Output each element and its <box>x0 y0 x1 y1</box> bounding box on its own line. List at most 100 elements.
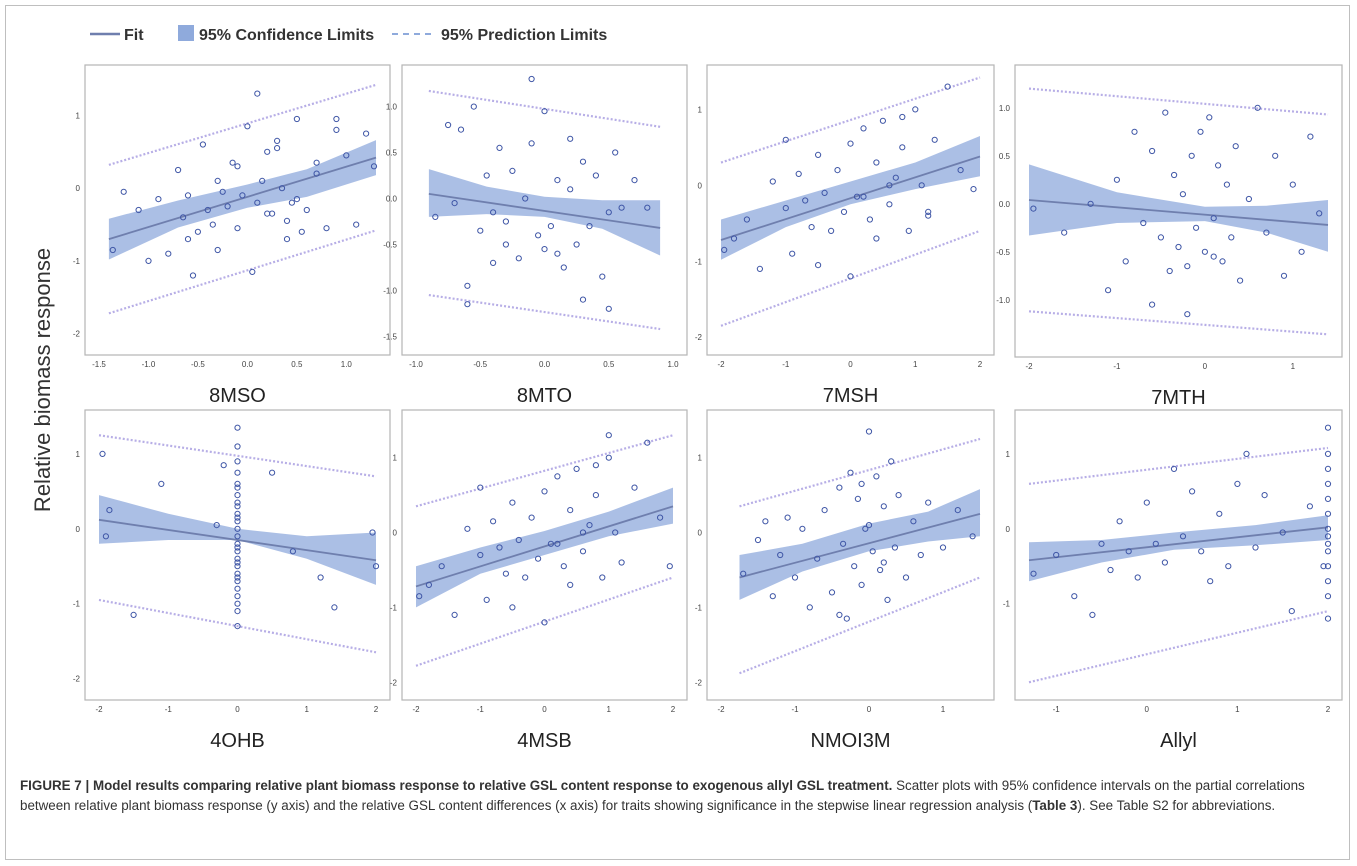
x-tick-label: -1 <box>782 360 790 369</box>
data-point <box>199 141 206 148</box>
data-point <box>496 144 503 151</box>
prediction-limit-lower <box>720 229 981 327</box>
data-point <box>880 503 887 510</box>
data-point <box>802 197 809 204</box>
data-point <box>1184 263 1191 270</box>
data-point <box>843 615 850 622</box>
data-point <box>754 536 762 544</box>
y-tick-label: -0.5 <box>383 240 397 249</box>
data-point <box>666 563 673 570</box>
y-tick-label: -1.0 <box>996 296 1010 305</box>
prediction-limit-upper <box>720 76 981 164</box>
data-point <box>605 305 612 312</box>
data-point <box>502 241 509 248</box>
data-point <box>264 210 271 217</box>
data-point <box>851 563 858 570</box>
data-point <box>438 563 445 570</box>
x-tick-label: -2 <box>717 705 725 714</box>
data-point <box>599 574 606 581</box>
data-point <box>560 264 567 271</box>
data-point <box>918 182 925 189</box>
data-point <box>860 125 867 132</box>
data-point <box>1166 267 1173 275</box>
data-point <box>515 255 522 262</box>
data-point <box>145 257 152 264</box>
data-point <box>313 170 320 177</box>
data-point <box>229 159 236 166</box>
data-point <box>269 469 276 476</box>
data-point <box>1149 301 1156 308</box>
data-point <box>740 570 747 577</box>
x-tick-label: 0 <box>867 705 872 714</box>
data-point <box>323 225 330 232</box>
data-point <box>234 600 241 607</box>
data-point <box>1197 128 1204 135</box>
data-point <box>445 121 452 129</box>
data-point <box>1053 551 1060 559</box>
data-point <box>821 189 828 196</box>
data-point <box>873 159 880 166</box>
prediction-limit-upper <box>108 83 377 166</box>
data-point <box>618 204 625 211</box>
data-point <box>554 250 561 257</box>
y-tick-label: 1.0 <box>999 104 1011 113</box>
plot-content <box>739 428 981 675</box>
data-point <box>1105 287 1112 294</box>
data-point <box>490 259 497 266</box>
data-point <box>769 178 776 185</box>
y-tick-label: -2 <box>73 330 81 339</box>
data-point <box>502 570 509 577</box>
data-point <box>1324 495 1332 502</box>
prediction-limit-lower <box>98 598 377 654</box>
data-point <box>592 172 600 179</box>
x-tick-label: -1 <box>1053 705 1061 714</box>
data-point <box>457 126 465 133</box>
x-tick-label: 2 <box>1326 705 1331 714</box>
y-tick-label: -1 <box>73 257 81 266</box>
legend-ci-label: 95% Confidence Limits <box>199 27 374 44</box>
data-point <box>840 540 847 547</box>
panel-title: 8MSO <box>209 385 266 407</box>
data-point <box>219 188 226 195</box>
data-point <box>274 137 281 144</box>
data-point <box>175 166 182 174</box>
legend-ci-swatch <box>178 25 194 41</box>
y-tick-label: -1 <box>695 257 703 266</box>
data-point <box>165 250 172 257</box>
data-point <box>254 90 261 97</box>
data-point <box>869 548 876 555</box>
data-point <box>721 246 728 253</box>
y-tick-label: -2 <box>695 678 703 687</box>
data-point <box>567 581 574 589</box>
x-tick-label: -2 <box>717 360 725 369</box>
data-point <box>1324 450 1332 457</box>
data-point <box>464 301 471 308</box>
data-point <box>303 206 310 214</box>
data-point <box>586 223 593 230</box>
data-point <box>1289 181 1296 188</box>
data-point <box>799 525 806 532</box>
y-tick-label: -1.5 <box>383 332 397 341</box>
data-point <box>1279 529 1286 536</box>
panel-3: -2 -1 0 1 -1.0 -0.5 0.0 0.5 1.0 7MTH <box>996 64 1343 409</box>
prediction-limit-lower <box>415 576 674 667</box>
fit-line <box>739 512 981 579</box>
data-point <box>234 623 241 630</box>
data-point <box>293 196 300 203</box>
x-tick-label: 0.0 <box>242 360 254 369</box>
plot-area <box>706 64 995 356</box>
data-point <box>1107 566 1114 574</box>
data-point <box>274 145 281 152</box>
data-point <box>605 454 612 461</box>
data-point <box>853 193 861 200</box>
data-point <box>234 563 241 570</box>
data-point <box>1125 548 1132 555</box>
data-point <box>1272 152 1279 159</box>
data-point <box>730 235 738 242</box>
data-point <box>1189 488 1196 495</box>
data-point <box>106 507 113 514</box>
data-point <box>756 265 764 272</box>
data-point <box>1030 570 1037 577</box>
data-point <box>528 514 535 521</box>
data-point <box>840 208 848 215</box>
